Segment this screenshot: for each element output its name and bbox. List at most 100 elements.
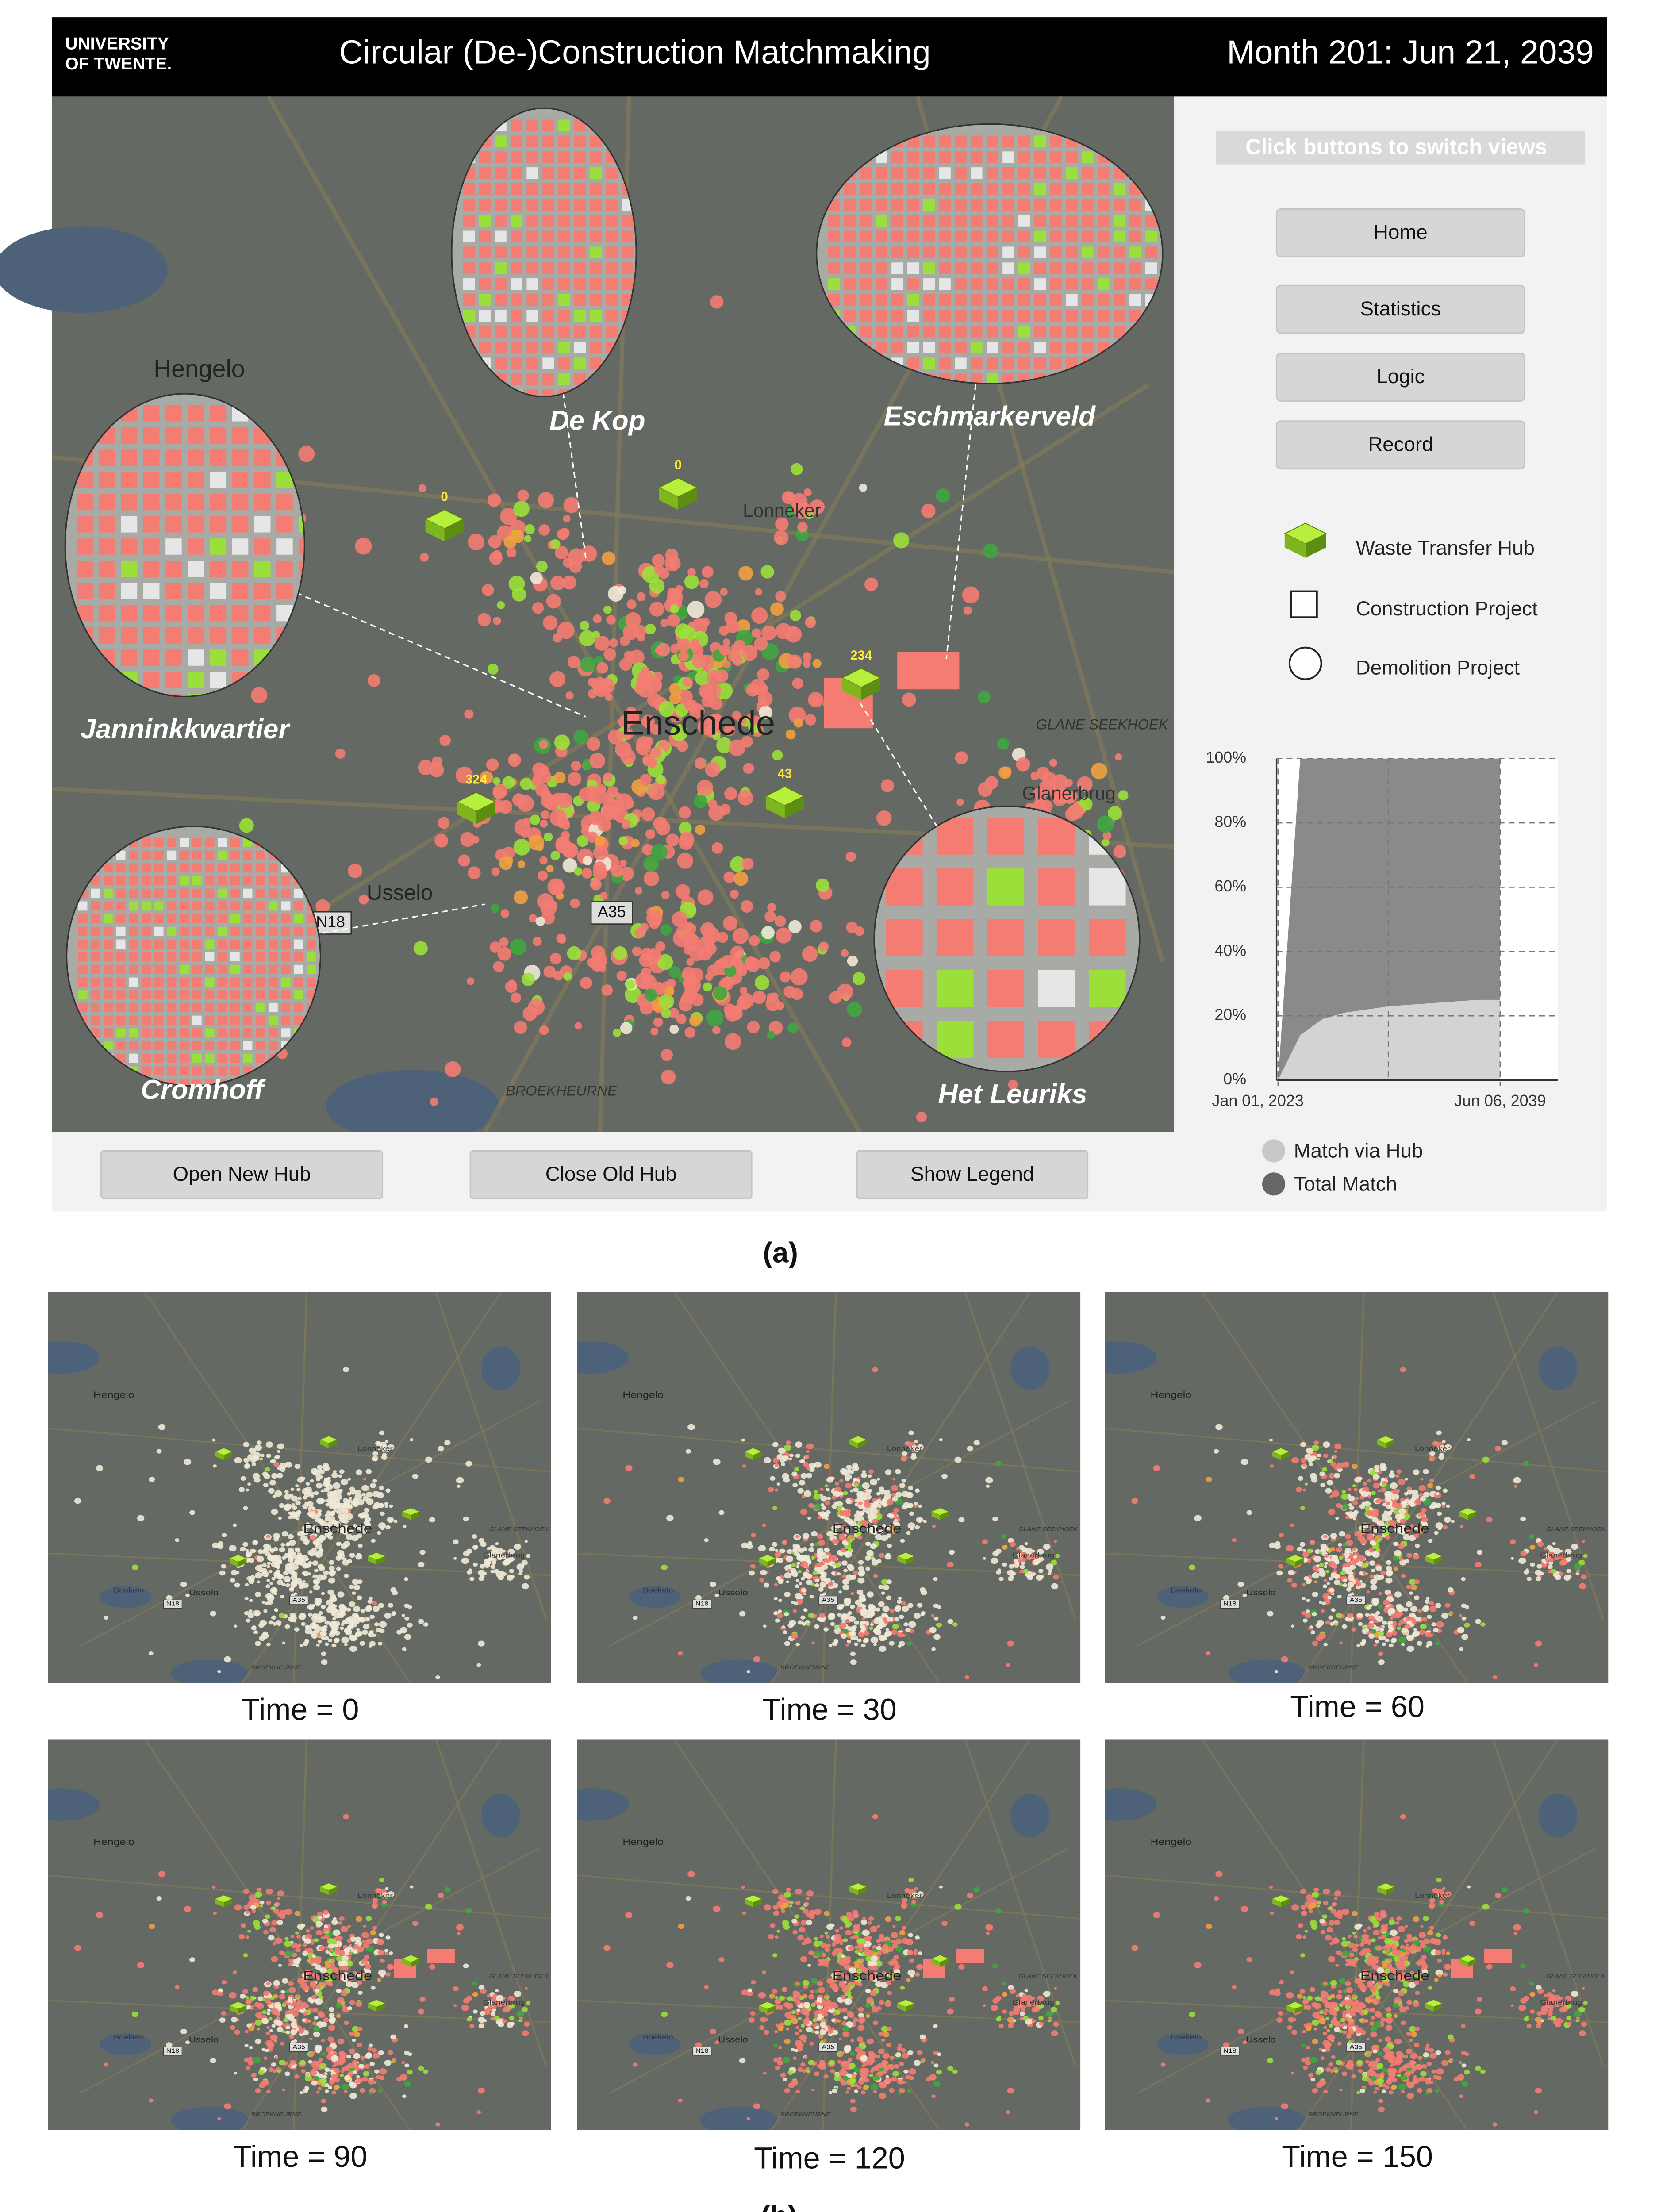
nav-button[interactable] <box>1275 353 1525 402</box>
project <box>784 1444 791 1451</box>
project <box>357 1544 363 1548</box>
control-button[interactable] <box>469 1150 753 1199</box>
project <box>774 1463 779 1467</box>
inset-project <box>590 246 602 258</box>
project <box>691 653 707 668</box>
project <box>864 1502 871 1508</box>
project <box>1408 1535 1416 1541</box>
inset-project <box>230 926 240 936</box>
project <box>479 1564 485 1569</box>
project <box>593 845 608 860</box>
project <box>258 1623 265 1628</box>
project <box>538 524 550 536</box>
project <box>1317 1457 1320 1461</box>
project <box>438 817 450 829</box>
inset-project <box>180 901 189 911</box>
project <box>336 1567 341 1571</box>
project <box>384 1502 389 1505</box>
road-shield <box>692 1599 712 1609</box>
inset-project <box>1066 183 1078 195</box>
place-label: N18 <box>316 913 345 931</box>
project <box>503 1559 511 1565</box>
inset-project <box>77 538 93 555</box>
project <box>823 1463 830 1469</box>
project <box>288 1617 292 1621</box>
project <box>895 1492 902 1498</box>
project <box>1406 1645 1414 1652</box>
inset-project <box>987 199 998 211</box>
legend-label: Total Match <box>1294 1173 1397 1195</box>
project <box>794 1467 799 1472</box>
project <box>519 1569 523 1573</box>
project <box>811 1641 815 1644</box>
project <box>826 1531 833 1537</box>
control-button[interactable] <box>856 1150 1089 1199</box>
project <box>347 1559 353 1563</box>
project <box>282 1641 286 1644</box>
control-button[interactable] <box>100 1150 384 1199</box>
project <box>676 740 688 752</box>
inset-project <box>1018 215 1030 227</box>
project <box>891 1525 895 1529</box>
project <box>858 1566 864 1571</box>
project <box>593 614 602 623</box>
inset-project <box>844 278 856 290</box>
inset-project <box>987 294 998 306</box>
project <box>1206 1651 1211 1655</box>
nav-button[interactable] <box>1275 208 1525 257</box>
place-label: BROEKHEURNE <box>1308 1664 1359 1671</box>
project <box>791 1471 797 1477</box>
nav-button[interactable] <box>1275 284 1525 334</box>
inset-project <box>526 183 538 195</box>
project <box>792 677 803 689</box>
project <box>873 1574 878 1578</box>
inset-project <box>511 230 522 242</box>
project <box>845 1644 849 1647</box>
project <box>1530 1562 1535 1567</box>
inset-project <box>495 278 507 290</box>
project <box>315 1921 323 1927</box>
project <box>886 1595 892 1601</box>
inset-project <box>463 199 475 211</box>
project <box>1367 1495 1371 1498</box>
inset-project <box>511 215 522 227</box>
project <box>985 1477 993 1484</box>
project <box>276 1579 284 1585</box>
inset <box>874 806 1140 1072</box>
project <box>333 1929 341 1936</box>
project <box>413 941 428 956</box>
project <box>320 1967 327 1974</box>
project <box>1309 1462 1313 1467</box>
inset-project <box>1018 199 1030 211</box>
place-label: GLANE SEEKHOEK <box>489 1526 549 1532</box>
project <box>1318 1571 1326 1577</box>
project <box>273 1462 280 1467</box>
inset-project <box>276 538 293 555</box>
project <box>156 1449 162 1454</box>
inset-project <box>1002 151 1014 163</box>
project <box>890 1514 895 1517</box>
project <box>710 295 724 309</box>
project <box>342 1557 346 1561</box>
inset-project <box>188 672 204 688</box>
project <box>468 866 481 879</box>
snapshot-map: HengeloEnschedeUsseloLonnekerGlanerbrugB… <box>1105 1292 1609 1683</box>
project <box>525 524 535 534</box>
project <box>388 1444 395 1450</box>
inset-project <box>205 952 215 962</box>
project <box>337 1550 345 1556</box>
project <box>846 1002 862 1018</box>
inset-project <box>479 151 491 163</box>
project <box>361 1932 369 1939</box>
inset-frame <box>816 123 1164 384</box>
inset-project <box>180 1028 189 1038</box>
project <box>900 1539 905 1543</box>
inset-project <box>1082 246 1094 258</box>
project <box>908 1492 912 1495</box>
inset-project <box>923 199 935 211</box>
project <box>307 1572 311 1576</box>
nav-button[interactable] <box>1275 420 1525 470</box>
project <box>382 1452 387 1457</box>
project <box>487 1553 493 1558</box>
inset-project <box>479 230 491 242</box>
